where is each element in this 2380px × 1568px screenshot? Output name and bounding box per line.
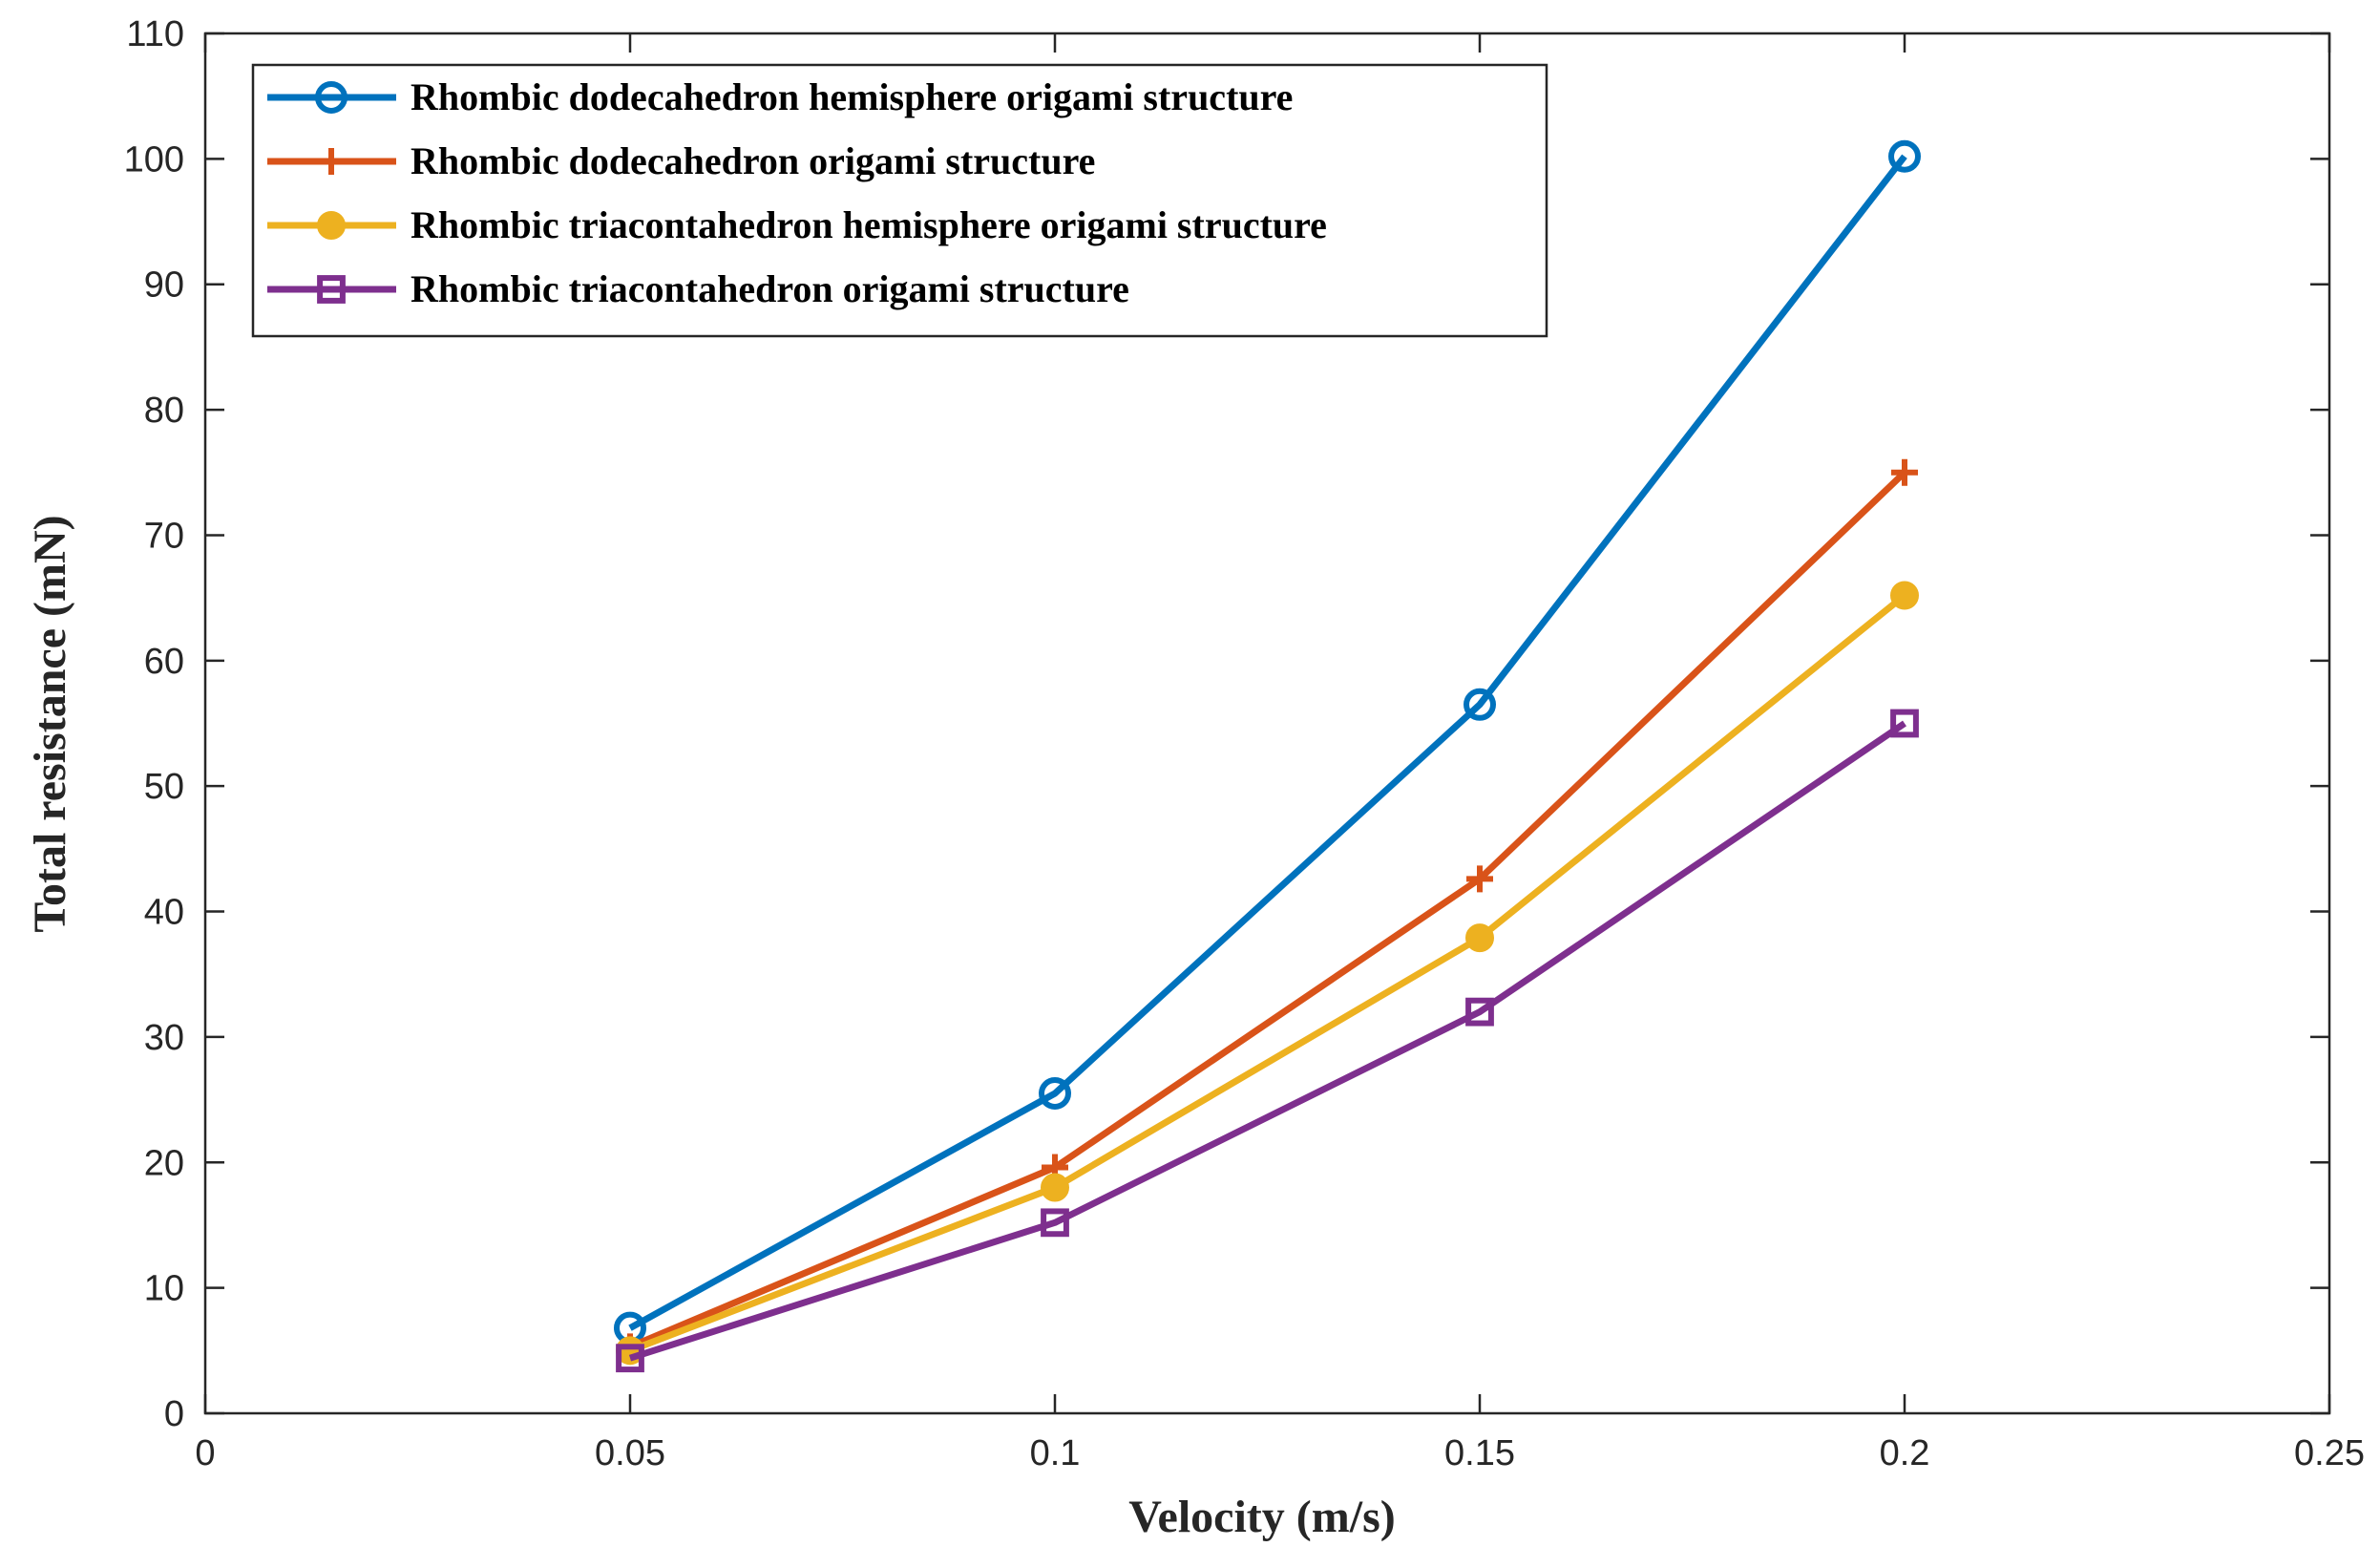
legend-label: Rhombic triacontahedron origami structur… [411,267,1129,310]
data-point-marker [1888,139,1921,173]
legend-swatch-marker [318,148,345,175]
series-layer [614,139,1921,1373]
legend: Rhombic dodecahedron hemisphere origami … [251,63,1548,338]
legend-box [251,63,1548,338]
x-tick-label: 0.2 [1880,1433,1930,1473]
data-point-marker [1041,1208,1069,1238]
y-tick-label: 0 [164,1394,184,1434]
data-point-marker [1890,581,1919,610]
axes-box [203,32,2331,1415]
series-line [628,470,1907,1350]
series-line [628,592,1907,1354]
data-point-marker [616,1344,644,1373]
y-tick-label: 80 [144,391,184,431]
y-tick-label: 100 [124,139,184,180]
legend-swatch-marker [317,211,346,240]
y-tick-label: 50 [144,767,184,807]
y-tick-label: 70 [144,516,184,556]
y-tick-label: 30 [144,1018,184,1058]
y-axis-title: Total resistance (mN) [25,515,75,932]
series-line [628,720,1906,1362]
x-tick-label: 0 [195,1433,215,1473]
data-point-marker [1891,458,1918,486]
x-tick-label: 0.1 [1030,1433,1081,1473]
data-point-marker [1041,1173,1069,1202]
x-tick-label: 0.25 [2294,1433,2365,1473]
y-tick-label: 60 [144,642,184,682]
legend-item: Rhombic dodecahedron origami structure [267,139,1095,182]
legend-item: Rhombic triacontahedron hemisphere origa… [267,203,1327,246]
y-tick-label: 20 [144,1143,184,1183]
x-axis-title: Velocity (m/s) [1128,1492,1396,1542]
data-point-marker [1465,997,1494,1027]
legend-label: Rhombic dodecahedron hemisphere origami … [411,75,1293,118]
legend-swatch-marker [315,81,348,114]
legend-label: Rhombic dodecahedron origami structure [411,139,1095,182]
legend-swatch-marker [317,275,346,304]
y-tick-label: 40 [144,893,184,933]
data-point-marker [1465,923,1494,953]
y-tick-label: 110 [126,14,184,54]
x-tick-label: 0.15 [1444,1433,1515,1473]
data-point-marker [1039,1077,1071,1111]
legend-label: Rhombic triacontahedron hemisphere origa… [411,203,1327,246]
data-point-marker [1890,709,1919,738]
series-4 [616,709,1919,1373]
legend-item: Rhombic dodecahedron hemisphere origami … [267,75,1293,118]
x-tick-label: 0.05 [595,1433,665,1473]
axes-layer: 0 0.05 0.1 0.15 0.2 0.25 0 10 20 30 40 50 60 70 80 90 10… [124,14,2365,1473]
data-point-marker [1466,865,1493,893]
data-point-marker [1464,688,1496,721]
y-tick-label: 10 [144,1269,184,1309]
legend-item: Rhombic triacontahedron origami structur… [267,267,1129,310]
y-tick-label: 90 [144,265,184,306]
series-line [628,154,1907,1331]
